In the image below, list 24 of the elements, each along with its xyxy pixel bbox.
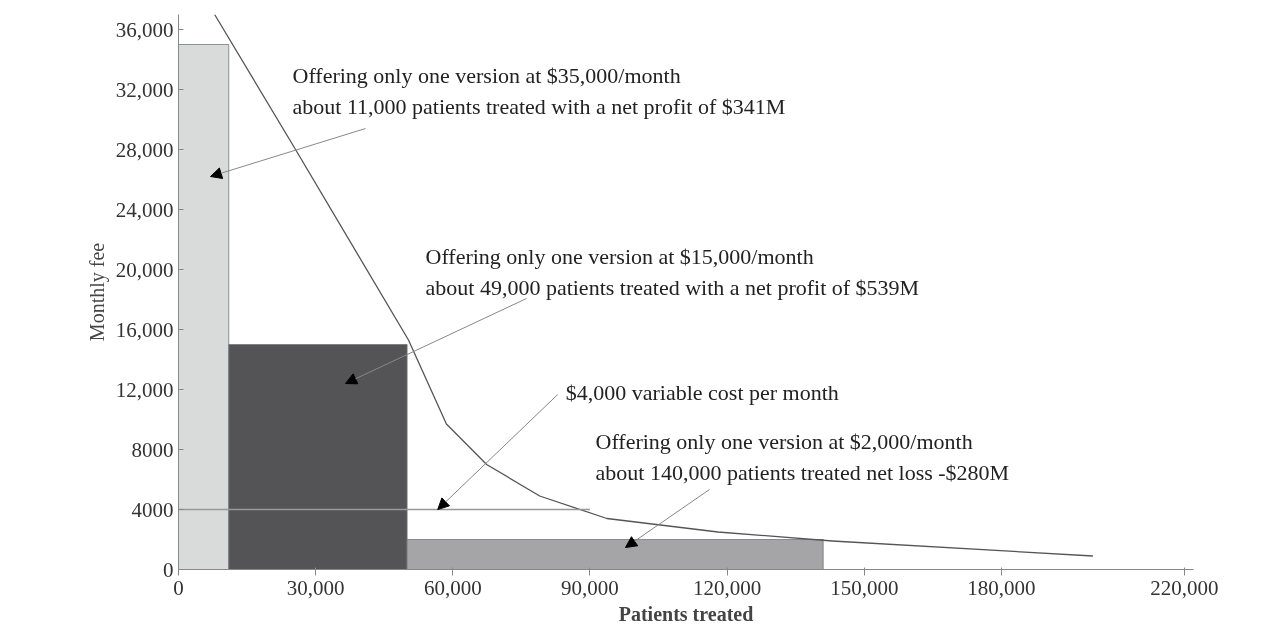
annotation: Offering only one version at $15,000/month about 49,000 patients treated with a net profit of $539M	[425, 243, 920, 300]
y-tick-label: 32,000	[115, 77, 174, 102]
y-tick-label: 12,000	[115, 377, 174, 402]
y-tick-label: 8000	[131, 437, 174, 462]
y-tick-label: 16,000	[115, 317, 174, 342]
x-tick-label: 180,000	[967, 575, 1036, 600]
x-tick-label: 60,000	[423, 575, 482, 600]
y-tick-label: 0	[163, 557, 174, 582]
annotation: $4,000 variable cost per month	[565, 379, 839, 405]
y-tick-label: 36,000	[115, 17, 174, 42]
y-tick-label: 24,000	[115, 197, 174, 222]
y-tick-label: 28,000	[115, 137, 174, 162]
y-tick-label: 20,000	[115, 257, 174, 282]
y-axis-title: Monthly fee	[85, 242, 109, 342]
line-series	[213, 14, 1094, 557]
x-tick-label: 90,000	[561, 575, 619, 600]
x-tick-label: 220,000	[1150, 575, 1219, 600]
annotation: Offering only one version at $2,000/month about 140,000 patients treated net loss -$280M	[595, 428, 1010, 485]
y-tick-label: 4000	[131, 497, 174, 522]
x-tick-label: 30,000	[286, 575, 345, 600]
x-tick-label: 120,000	[693, 575, 762, 600]
x-axis-title: Patients treated	[618, 602, 754, 625]
annotation: Offering only one version at $35,000/month about 11,000 patients treated with a net profit of $341M	[292, 62, 786, 119]
x-tick-label: 150,000	[830, 575, 899, 600]
